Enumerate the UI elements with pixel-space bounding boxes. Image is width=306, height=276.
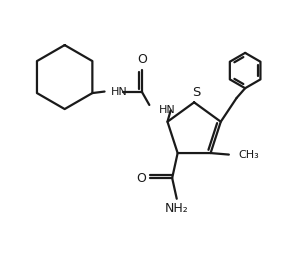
- Text: CH₃: CH₃: [238, 150, 259, 160]
- Text: S: S: [192, 86, 201, 99]
- Text: O: O: [137, 172, 147, 185]
- Text: HN: HN: [111, 87, 128, 97]
- Text: NH₂: NH₂: [165, 202, 188, 215]
- Text: O: O: [137, 53, 147, 66]
- Text: HN: HN: [159, 105, 176, 115]
